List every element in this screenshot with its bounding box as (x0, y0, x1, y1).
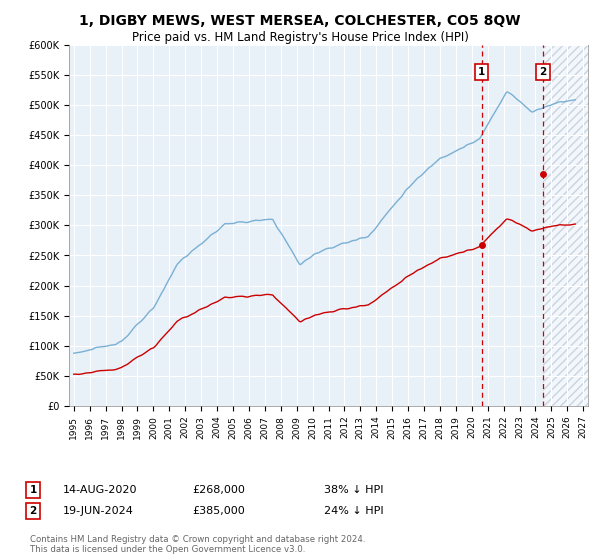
Text: 38% ↓ HPI: 38% ↓ HPI (324, 485, 383, 495)
Text: 1: 1 (478, 67, 485, 77)
Text: £385,000: £385,000 (192, 506, 245, 516)
Bar (544, 45, 588, 406)
Text: Contains HM Land Registry data © Crown copyright and database right 2024.
This d: Contains HM Land Registry data © Crown c… (30, 535, 365, 554)
Text: 24% ↓ HPI: 24% ↓ HPI (324, 506, 383, 516)
Bar (544, 45, 588, 406)
Text: 14-AUG-2020: 14-AUG-2020 (63, 485, 137, 495)
Text: £268,000: £268,000 (192, 485, 245, 495)
Text: Price paid vs. HM Land Registry's House Price Index (HPI): Price paid vs. HM Land Registry's House … (131, 31, 469, 44)
Text: 2: 2 (29, 506, 37, 516)
Text: 2: 2 (539, 67, 547, 77)
Text: 19-JUN-2024: 19-JUN-2024 (63, 506, 134, 516)
Text: 1, DIGBY MEWS, WEST MERSEA, COLCHESTER, CO5 8QW: 1, DIGBY MEWS, WEST MERSEA, COLCHESTER, … (79, 14, 521, 28)
Text: 1: 1 (29, 485, 37, 495)
